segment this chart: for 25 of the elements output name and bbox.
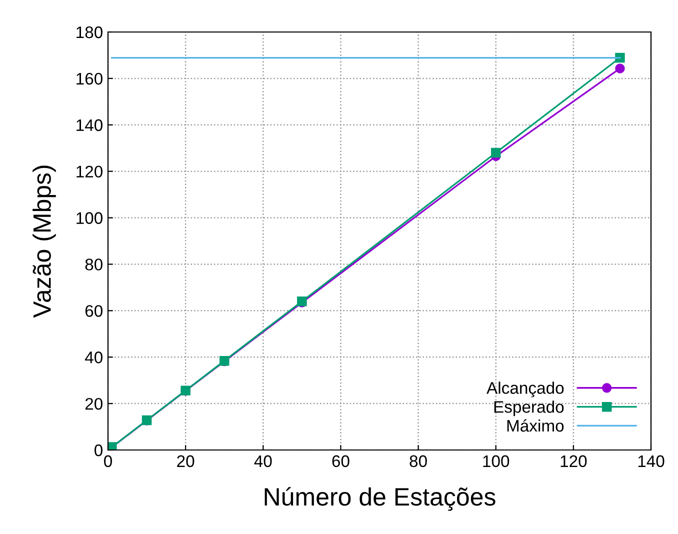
- y-tick-label: 120: [76, 166, 102, 178]
- legend-label: Alcançado: [486, 382, 564, 398]
- y-axis-title: Vazão (Mbps): [32, 166, 56, 318]
- x-tick-label: 40: [254, 455, 272, 468]
- point: [490, 148, 501, 158]
- legend-label: Esperado: [494, 400, 564, 416]
- y-tick-label: 140: [76, 119, 102, 132]
- x-tick-label: 100: [483, 455, 510, 468]
- x-axis-title: Número de Estações: [264, 487, 496, 511]
- y-tick-label: 80: [85, 258, 102, 270]
- y-tick-label: 40: [84, 352, 102, 364]
- x-tick-label: 60: [332, 455, 350, 468]
- y-tick-label: 100: [76, 212, 102, 224]
- x-tick-label: 80: [410, 455, 427, 468]
- y-tick-label: 180: [76, 26, 102, 38]
- x-tick-label: 20: [177, 455, 194, 468]
- y-tick-label: 60: [85, 305, 102, 317]
- x-tick-label: 120: [560, 455, 587, 468]
- x-tick-label: 0: [104, 455, 112, 468]
- x-tick-label: 140: [638, 455, 664, 468]
- legend-label: Máximo: [507, 419, 564, 432]
- y-tick-label: 0: [94, 444, 102, 456]
- y-tick-label: 20: [85, 398, 102, 410]
- y-tick-label: 160: [76, 72, 102, 85]
- point: [615, 64, 625, 74]
